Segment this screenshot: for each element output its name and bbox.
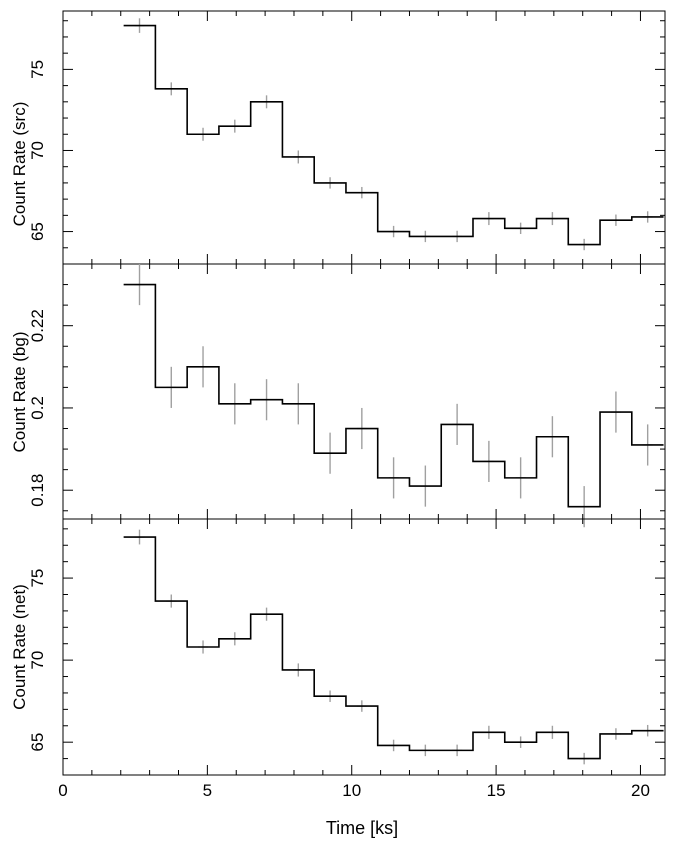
y-tick-label: 70 (28, 141, 47, 160)
x-tick-label: 0 (58, 781, 67, 800)
step-line (123, 24, 664, 246)
y-tick-label: 0.22 (28, 309, 47, 342)
panel-bg: 0.18 0.2 0.22 (28, 263, 666, 528)
x-tick-label: 10 (342, 781, 361, 800)
x-tick-label: 15 (487, 781, 506, 800)
y-axis-label-src: Count Rate (src) (10, 102, 29, 227)
y-tick-label: 65 (28, 222, 47, 241)
panel-frame (62, 263, 666, 520)
y-tick-label: 70 (28, 651, 47, 670)
y-tick-label: 75 (28, 60, 47, 79)
panel-frame (62, 518, 666, 776)
panel-src: 65 70 75 (28, 10, 666, 265)
y-tick-label: 75 (28, 569, 47, 588)
step-line (123, 283, 664, 508)
x-axis: 0 5 10 15 20 (58, 781, 650, 800)
y-axis-label-bg: Count Rate (bg) (10, 332, 29, 453)
panel-frame (62, 10, 666, 265)
x-tick-label: 5 (203, 781, 212, 800)
step-line (123, 536, 664, 760)
y-axis-label-net: Count Rate (net) (10, 584, 29, 710)
panel-net: 65 70 75 (28, 518, 666, 776)
x-tick-label: 20 (631, 781, 650, 800)
x-axis-label: Time [ks] (326, 818, 398, 838)
y-tick-label: 0.2 (28, 396, 47, 420)
y-tick-label: 0.18 (28, 474, 47, 507)
y-tick-label: 65 (28, 733, 47, 752)
